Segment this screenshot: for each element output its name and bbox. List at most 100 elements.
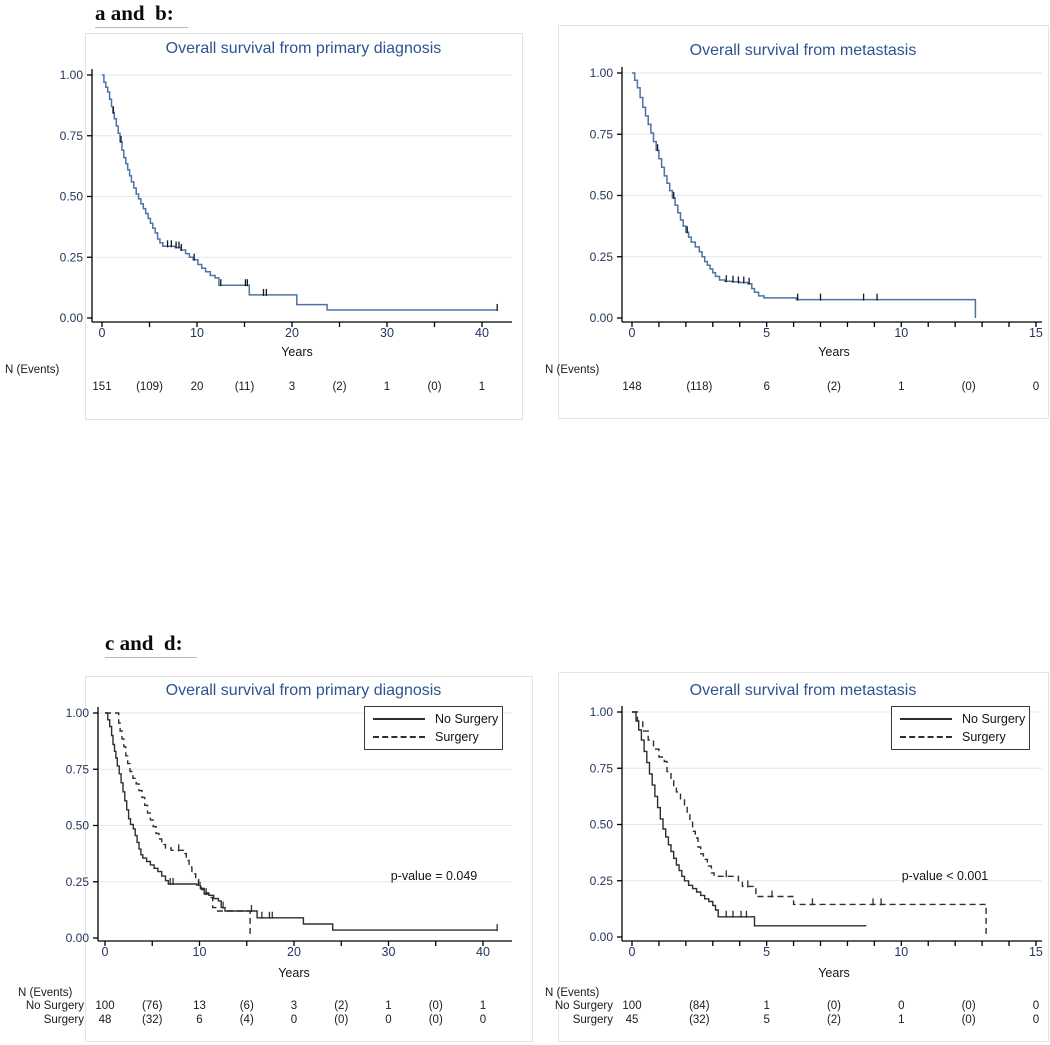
legend-entry-label: No Surgery	[962, 712, 1026, 726]
at-risk-value: (84)	[689, 1000, 710, 1012]
at-risk-value: 3	[288, 381, 296, 393]
at-risk-value: (76)	[142, 1000, 163, 1012]
at-risk-value: 0	[898, 1000, 905, 1012]
at-risk-value: (2)	[334, 1000, 349, 1012]
chart-c-row-label-surgery: Surgery	[43, 1014, 84, 1026]
at-risk-value: (6)	[239, 1000, 254, 1012]
at-risk-value: (0)	[961, 1014, 976, 1026]
at-risk-value: 1	[898, 381, 905, 393]
at-risk-value: (0)	[428, 1000, 443, 1012]
at-risk-value: (0)	[826, 1000, 841, 1012]
at-risk-value: (32)	[142, 1014, 163, 1026]
km-curve-all-patients	[102, 74, 498, 311]
chart-d-legend: No Surgery Surgery	[891, 706, 1030, 750]
solid-line-sample	[900, 718, 952, 720]
chart-c-legend: No Surgery Surgery	[364, 706, 503, 750]
at-risk-value: (2)	[826, 381, 841, 393]
dashed-line-sample	[373, 736, 425, 738]
x-tick-label: 15	[1029, 326, 1043, 340]
at-risk-value: 0	[1032, 381, 1040, 393]
y-tick-label: 0.50	[590, 189, 614, 203]
at-risk-value: (0)	[961, 1000, 976, 1012]
at-risk-value: 1	[385, 1000, 392, 1012]
y-tick-label: 0.00	[590, 930, 614, 944]
chart-c-title: Overall survival from primary diagnosis	[165, 682, 442, 699]
at-risk-value: 45	[625, 1014, 639, 1026]
legend-entry-label: Surgery	[435, 730, 479, 744]
km-curve-surgery	[105, 712, 251, 938]
chart-a-xaxis-label: Years	[281, 345, 313, 359]
chart-d-ntable-label: N (Events)	[545, 987, 600, 999]
at-risk-value: 1	[478, 381, 486, 393]
x-tick-label: 30	[380, 326, 394, 340]
legend-entry-label: No Surgery	[435, 712, 499, 726]
at-risk-value: 48	[98, 1014, 112, 1026]
at-risk-value: (109)	[136, 381, 163, 393]
chart-a-title: Overall survival from primary diagnosis	[165, 40, 442, 57]
at-risk-value: 100	[95, 1000, 115, 1012]
legend-entry-surgery: Surgery	[900, 728, 1023, 746]
y-tick-label: 1.00	[60, 68, 84, 82]
y-tick-label: 1.00	[66, 706, 90, 720]
y-tick-label: 0.50	[60, 190, 84, 204]
at-risk-value: 1	[383, 381, 391, 393]
x-tick-label: 20	[285, 326, 299, 340]
chart-c-ntable-label: N (Events)	[18, 987, 73, 999]
km-curve-all-patients	[632, 72, 977, 318]
legend-entry-label: Surgery	[962, 730, 1006, 744]
x-tick-label: 10	[894, 945, 908, 959]
at-risk-value: (2)	[332, 381, 347, 393]
x-tick-label: 5	[763, 945, 770, 959]
chart-b-ntable-label: N (Events)	[545, 364, 600, 376]
chart-d-row-label-no-surgery: No Surgery	[554, 1000, 613, 1012]
at-risk-value: 1	[479, 1000, 487, 1012]
y-tick-label: 0.75	[60, 129, 84, 143]
x-tick-label: 20	[287, 945, 301, 959]
at-risk-value: 100	[622, 1000, 642, 1012]
chart-c-pvalue: p-value = 0.049	[390, 869, 478, 883]
at-risk-value: (0)	[334, 1014, 349, 1026]
chart-d-xaxis-label: Years	[818, 966, 850, 980]
km-curve-no-surgery	[632, 711, 867, 927]
km-curve-surgery	[632, 711, 987, 937]
x-tick-label: 0	[629, 326, 636, 340]
at-risk-value: (0)	[428, 1014, 443, 1026]
at-risk-value: (11)	[234, 381, 255, 393]
at-risk-value: 3	[290, 1000, 298, 1012]
x-tick-label: 15	[1029, 945, 1043, 959]
y-tick-label: 0.75	[590, 127, 614, 141]
chart-c-row-label-no-surgery: No Surgery	[25, 1000, 84, 1012]
x-tick-label: 40	[475, 326, 489, 340]
dashed-line-sample	[900, 736, 952, 738]
at-risk-value: 13	[193, 1000, 206, 1012]
at-risk-value: 0	[1032, 1014, 1040, 1026]
at-risk-value: 151	[92, 381, 112, 393]
chart-d-title: Overall survival from metastasis	[689, 682, 917, 699]
km-curve-no-surgery	[105, 712, 498, 931]
x-tick-label: 40	[476, 945, 490, 959]
y-tick-label: 1.00	[590, 705, 614, 719]
at-risk-value: 6	[196, 1014, 203, 1026]
y-tick-label: 1.00	[590, 66, 614, 80]
at-risk-value: 5	[763, 1014, 770, 1026]
y-tick-label: 0.00	[66, 931, 90, 945]
y-tick-label: 0.25	[60, 250, 84, 264]
y-tick-label: 0.25	[66, 875, 90, 889]
legend-entry-no-surgery: No Surgery	[373, 710, 499, 728]
y-tick-label: 0.25	[590, 874, 614, 888]
at-risk-value: 20	[190, 381, 204, 393]
at-risk-value: 0	[385, 1014, 392, 1026]
chart-a-ntable-label: N (Events)	[5, 364, 60, 376]
x-tick-label: 10	[190, 326, 204, 340]
legend-entry-no-surgery: No Surgery	[900, 710, 1026, 728]
section-heading-ab: a and b:	[95, 1, 188, 28]
y-tick-label: 0.75	[66, 762, 90, 776]
at-risk-value: (0)	[961, 381, 976, 393]
at-risk-value: 0	[479, 1014, 487, 1026]
at-risk-value: 0	[1032, 1000, 1040, 1012]
section-heading-cd: c and d:	[105, 631, 197, 658]
x-tick-label: 5	[763, 326, 770, 340]
legend-entry-surgery: Surgery	[373, 728, 496, 746]
chart-d-row-label-surgery: Surgery	[572, 1014, 613, 1026]
